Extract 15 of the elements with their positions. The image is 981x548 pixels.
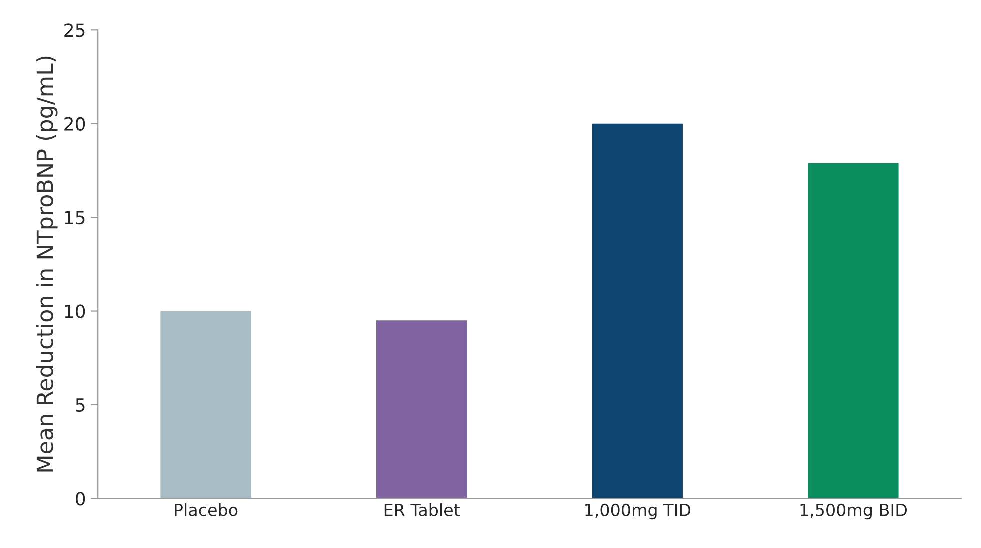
y-tick-label: 15 — [65, 211, 85, 225]
y-tick-label: 20 — [64, 117, 86, 131]
y-axis-title: Mean Reduction in NTproBNP (pg/mL) — [36, 56, 58, 472]
y-tick-label: 5 — [76, 398, 85, 412]
y-tick-label: 10 — [65, 304, 86, 318]
bar — [160, 311, 252, 499]
x-tick-label: 1,500mg BID — [800, 504, 907, 520]
x-tick-label: 1,000mg TID — [586, 504, 691, 520]
bar — [376, 320, 468, 499]
bar — [808, 163, 899, 499]
y-tick-label: 25 — [64, 24, 85, 38]
y-tick-label: 0 — [76, 492, 86, 506]
x-tick-label: Placebo — [175, 504, 238, 516]
bar — [592, 124, 683, 499]
x-tick-label: ER Tablet — [384, 504, 460, 516]
